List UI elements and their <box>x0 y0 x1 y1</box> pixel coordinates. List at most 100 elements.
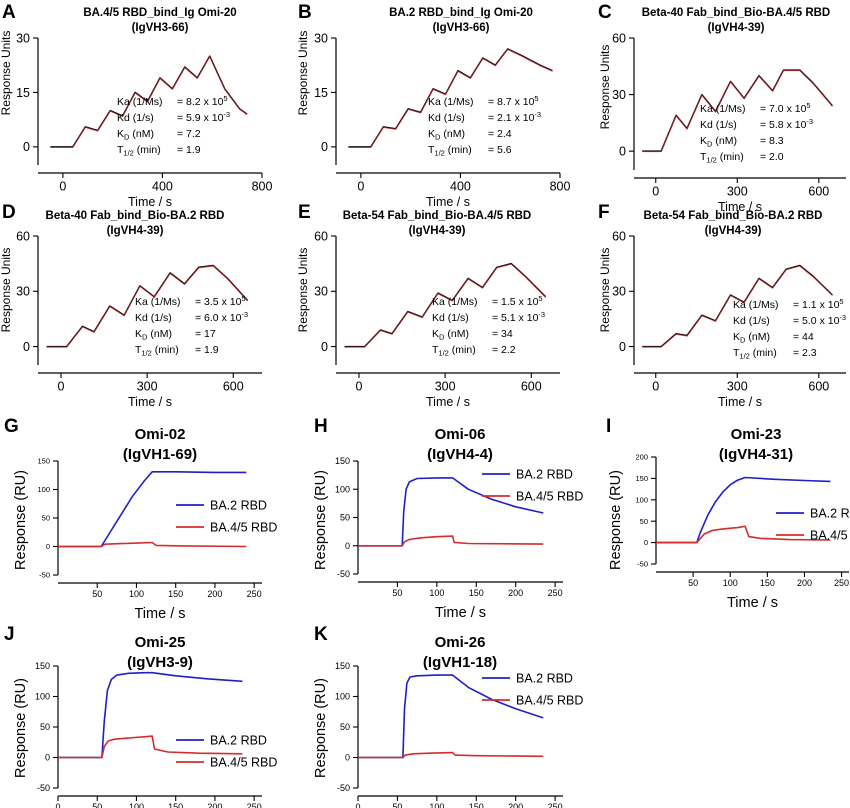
half-life-value: = 2.3 <box>793 347 817 359</box>
x-tick-label: 300 <box>137 380 158 394</box>
ba45-series-line <box>358 751 544 759</box>
x-tick-label: 800 <box>550 180 571 194</box>
panel-letter: G <box>4 416 19 437</box>
chart-subtitle: (IgVH4-39) <box>409 225 466 237</box>
legend-label: BA.4/5 RBD <box>210 756 277 770</box>
kdiss-value: = 8.3 <box>760 135 784 147</box>
x-tick-label: 0 <box>355 802 360 808</box>
x-tick-label: 250 <box>247 589 262 599</box>
half-life-label: T1/2 (min) <box>700 151 744 165</box>
ka-label: Ka (1/Ms) <box>117 96 163 108</box>
ka-label: Ka (1/Ms) <box>432 296 478 308</box>
kdiss-value: = 44 <box>793 331 814 343</box>
x-tick-label: 150 <box>469 802 484 808</box>
x-tick-label: 200 <box>508 802 523 808</box>
y-axis-label: Response Units <box>296 248 310 333</box>
ka-value: = 1.1 x 105 <box>793 297 844 311</box>
y-tick-label: 0 <box>345 753 350 763</box>
y-tick-label: 30 <box>612 88 626 102</box>
ba2-series-line <box>358 674 544 759</box>
y-axis-label: Response (RU) <box>313 470 329 570</box>
ka-label: Ka (1/Ms) <box>428 96 474 108</box>
kdiss-label: KD (nM) <box>432 328 469 342</box>
kd-value: = 5.1 x 10-3 <box>492 310 545 324</box>
chart-subtitle: (IgVH4-39) <box>107 225 164 237</box>
kdiss-label: KD (nM) <box>135 328 172 342</box>
y-axis-label: Response Units <box>598 45 612 130</box>
x-tick-label: 0 <box>357 180 364 194</box>
kdiss-label: KD (nM) <box>700 135 737 149</box>
panel-letter: F <box>598 202 610 223</box>
y-tick-label: 200 <box>635 453 648 462</box>
x-axis-label: Time / s <box>128 195 172 209</box>
kdiss-value: = 2.4 <box>488 128 512 140</box>
x-tick-label: 50 <box>92 589 102 599</box>
x-tick-label: 300 <box>727 185 748 199</box>
y-tick-label: 30 <box>314 285 328 299</box>
fit-curve <box>642 265 833 348</box>
x-tick-label: 50 <box>92 802 102 808</box>
x-tick-label: 150 <box>760 578 775 588</box>
half-life-value: = 2.0 <box>760 151 784 163</box>
panel-f: F Beta-54 Fab_bind_Bio-BA.2 RBD (IgVH4-39)… <box>598 202 846 409</box>
x-tick-label: 0 <box>652 185 659 199</box>
panel-letter: K <box>314 624 328 645</box>
x-axis-label: Time / s <box>134 606 185 622</box>
kd-value: = 6.0 x 10-3 <box>195 310 248 324</box>
ka-value: = 3.5 x 105 <box>195 294 246 308</box>
y-tick-label: 100 <box>635 495 648 504</box>
kd-value: = 5.8 x 10-3 <box>760 117 813 131</box>
ba2-series-line <box>58 470 247 548</box>
ba2-series-line <box>58 671 243 759</box>
chart-title: Beta-54 Fab_bind_Bio-BA.4/5 RBD <box>343 210 532 222</box>
y-tick-label: 150 <box>35 661 50 671</box>
x-tick-label: 150 <box>168 802 183 808</box>
fit-curve <box>50 55 248 148</box>
chart-subtitle: (IgVH3-66) <box>132 22 189 34</box>
chart-subtitle: (IgVH4-39) <box>708 22 765 34</box>
x-tick-label: 0 <box>59 180 66 194</box>
panel-g: G Omi-02 (IgVH1-69) -50 0 50 100 150 50 100 150 200… <box>4 416 277 622</box>
chart-title: BA.2 RBD_bind_Ig Omi-20 <box>389 7 533 19</box>
chart-subtitle: (IgVH1-18) <box>423 654 497 671</box>
chart-title: Omi-06 <box>435 426 486 443</box>
chart-title: Beta-54 Fab_bind_Bio-BA.2 RBD <box>644 210 823 222</box>
kdiss-label: KD (nM) <box>428 128 465 142</box>
legend-label: BA.2 RBD <box>210 499 267 513</box>
y-tick-label: -50 <box>637 560 648 569</box>
legend-label: BA.4/5 RBD <box>516 694 583 708</box>
kdiss-label: KD (nM) <box>733 331 770 345</box>
y-tick-label: 150 <box>635 474 648 483</box>
ba45-series-line <box>58 735 243 759</box>
y-tick-label: 100 <box>335 484 350 494</box>
response-trace <box>344 262 547 348</box>
y-axis-label: Response (RU) <box>313 678 329 778</box>
fit-curve <box>344 263 546 348</box>
chart-subtitle: (IgVH4-4) <box>427 446 493 463</box>
ka-label: Ka (1/Ms) <box>700 103 746 115</box>
x-tick-label: 50 <box>392 588 402 598</box>
half-life-label: T1/2 (min) <box>135 344 179 358</box>
x-tick-label: 200 <box>207 802 222 808</box>
y-tick-label: 0 <box>23 140 30 154</box>
x-axis-label: Time / s <box>128 395 172 409</box>
y-tick-label: 0 <box>619 340 626 354</box>
y-tick-label: -50 <box>37 783 50 793</box>
x-tick-label: 50 <box>392 802 402 808</box>
panel-i: I Omi-23 (IgVH4-31) -50 0 50 100 150 200 50 100 150… <box>606 416 850 611</box>
x-tick-label: 600 <box>808 185 829 199</box>
chart-title: Omi-26 <box>435 634 486 651</box>
x-tick-label: 50 <box>688 578 698 588</box>
kdiss-value: = 7.2 <box>177 128 201 140</box>
kd-label: Kd (1/s) <box>432 312 469 324</box>
response-trace <box>642 264 833 348</box>
y-tick-label: 30 <box>314 31 328 45</box>
chart-subtitle: (IgVH4-31) <box>719 446 793 463</box>
x-tick-label: 150 <box>168 589 183 599</box>
chart-title: Omi-23 <box>731 426 782 443</box>
panel-letter: H <box>314 416 328 437</box>
panel-letter: B <box>298 2 312 23</box>
panel-letter: A <box>2 2 16 23</box>
y-tick-label: 0 <box>23 340 30 354</box>
